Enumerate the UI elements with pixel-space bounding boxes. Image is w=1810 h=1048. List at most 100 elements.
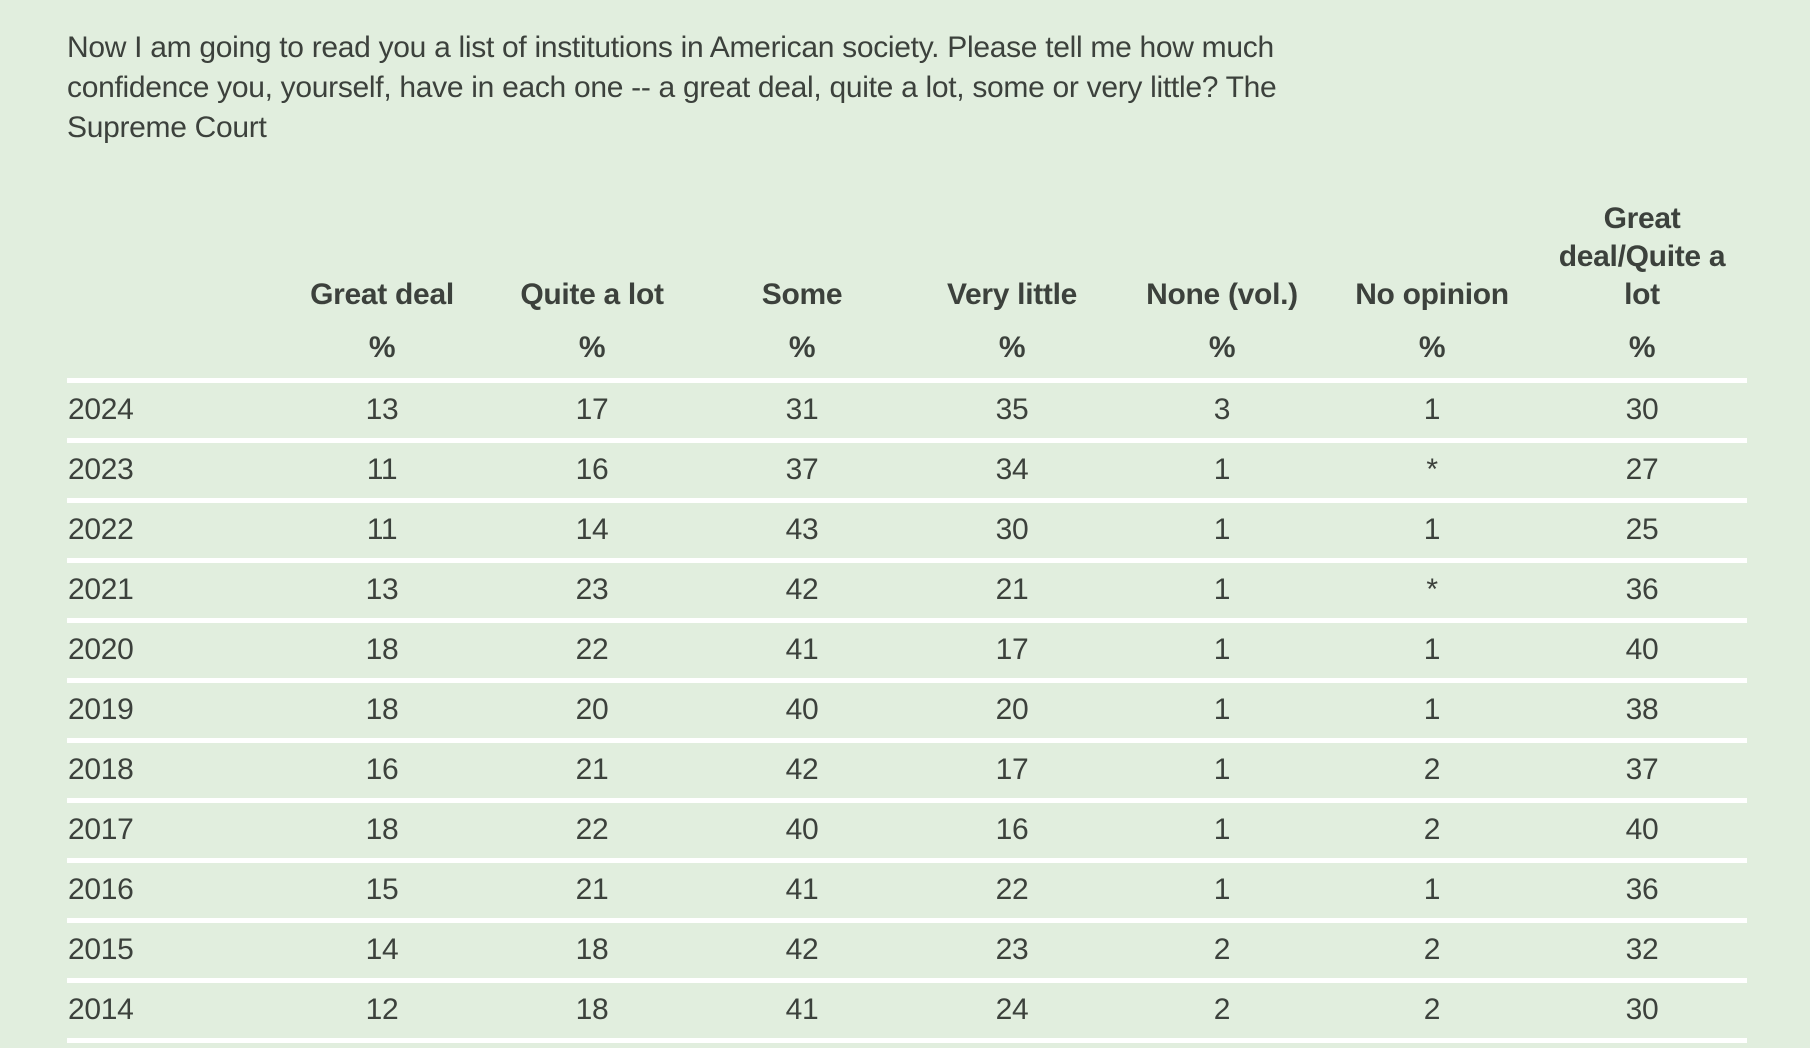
value-cell: 16 (487, 437, 697, 500)
year-cell: 2015 (67, 917, 277, 980)
column-header-2: Quite a lot (520, 278, 664, 311)
value-cell: 23 (907, 917, 1117, 980)
column-header-3: Some (761, 278, 843, 311)
percent-header-4: % (998, 330, 1026, 364)
value-cell: 2 (1327, 977, 1537, 1043)
unit-empty-cell (67, 314, 277, 380)
year-column-header (67, 200, 277, 314)
value-cell: 17 (907, 737, 1117, 800)
value-cell: 21 (907, 557, 1117, 620)
year-cell: 2018 (67, 737, 277, 800)
value-cell: 22 (487, 617, 697, 680)
value-cell: 22 (487, 797, 697, 860)
year-cell: 2020 (67, 617, 277, 680)
value-cell: 1 (1117, 437, 1327, 500)
value-cell: 16 (907, 797, 1117, 860)
year-cell: 2022 (67, 497, 277, 560)
value-cell: 21 (487, 857, 697, 920)
percent-header-2: % (578, 330, 606, 364)
table-row-2014: 2014 12 18 41 24 2 2 30 (67, 977, 1747, 1043)
value-cell: * (1327, 437, 1537, 500)
value-cell: 1 (1327, 857, 1537, 920)
value-cell: 2 (1117, 977, 1327, 1043)
table-row-2019: 2019 18 20 40 20 1 1 38 (67, 677, 1747, 740)
value-cell: 36 (1537, 557, 1747, 620)
value-cell: * (1327, 557, 1537, 620)
year-cell: 2021 (67, 557, 277, 620)
table-body: 2024 13 17 31 35 3 1 30 2023 11 16 37 34 1 * 27 2022 11 14… (67, 377, 1747, 1043)
value-cell: 40 (1537, 797, 1747, 860)
value-cell: 32 (1537, 917, 1747, 980)
value-cell: 20 (487, 677, 697, 740)
year-cell: 2024 (67, 377, 277, 440)
value-cell: 16 (277, 737, 487, 800)
value-cell: 11 (277, 437, 487, 500)
value-cell: 18 (487, 917, 697, 980)
percent-header-3: % (788, 330, 816, 364)
value-cell: 18 (277, 617, 487, 680)
value-cell: 36 (1537, 857, 1747, 920)
value-cell: 20 (907, 677, 1117, 740)
value-cell: 40 (697, 797, 907, 860)
column-header-1: Great deal (310, 278, 454, 311)
value-cell: 1 (1117, 677, 1327, 740)
value-cell: 1 (1327, 617, 1537, 680)
table-row-2024: 2024 13 17 31 35 3 1 30 (67, 377, 1747, 440)
value-cell: 40 (697, 677, 907, 740)
column-header-6: No opinion (1355, 278, 1509, 311)
table-row-2015: 2015 14 18 42 23 2 2 32 (67, 917, 1747, 980)
year-cell: 2023 (67, 437, 277, 500)
value-cell: 42 (697, 917, 907, 980)
value-cell: 2 (1327, 737, 1537, 800)
value-cell: 22 (907, 857, 1117, 920)
value-cell: 2 (1327, 797, 1537, 860)
value-cell: 1 (1117, 797, 1327, 860)
table-header: Great deal Quite a lot Some Very little None… (67, 200, 1747, 380)
value-cell: 18 (277, 797, 487, 860)
value-cell: 14 (277, 917, 487, 980)
year-cell: 2016 (67, 857, 277, 920)
percent-header-5: % (1208, 330, 1236, 364)
value-cell: 42 (697, 557, 907, 620)
value-cell: 24 (907, 977, 1117, 1043)
value-cell: 18 (277, 677, 487, 740)
table-row-2021: 2021 13 23 42 21 1 * 36 (67, 557, 1747, 620)
value-cell: 27 (1537, 437, 1747, 500)
value-cell: 30 (907, 497, 1117, 560)
column-header-row: Great deal Quite a lot Some Very little None… (67, 200, 1747, 314)
value-cell: 1 (1117, 557, 1327, 620)
value-cell: 17 (907, 617, 1117, 680)
table-row-2023: 2023 11 16 37 34 1 * 27 (67, 437, 1747, 500)
value-cell: 13 (277, 377, 487, 440)
year-cell: 2017 (67, 797, 277, 860)
value-cell: 40 (1537, 617, 1747, 680)
value-cell: 1 (1117, 617, 1327, 680)
value-cell: 1 (1327, 677, 1537, 740)
year-cell: 2019 (67, 677, 277, 740)
value-cell: 31 (697, 377, 907, 440)
value-cell: 1 (1117, 857, 1327, 920)
column-header-7: Great deal/Quite a lot (1558, 202, 1726, 311)
confidence-data-table: Great deal Quite a lot Some Very little None… (67, 200, 1747, 1043)
value-cell: 37 (1537, 737, 1747, 800)
value-cell: 41 (697, 977, 907, 1043)
value-cell: 25 (1537, 497, 1747, 560)
table-row-2016: 2016 15 21 41 22 1 1 36 (67, 857, 1747, 920)
value-cell: 2 (1117, 917, 1327, 980)
value-cell: 42 (697, 737, 907, 800)
value-cell: 23 (487, 557, 697, 620)
value-cell: 2 (1327, 917, 1537, 980)
value-cell: 30 (1537, 377, 1747, 440)
table-row-2020: 2020 18 22 41 17 1 1 40 (67, 617, 1747, 680)
value-cell: 15 (277, 857, 487, 920)
value-cell: 21 (487, 737, 697, 800)
value-cell: 41 (697, 857, 907, 920)
value-cell: 13 (277, 557, 487, 620)
percent-header-7: % (1628, 330, 1656, 364)
survey-question-text: Now I am going to read you a list of ins… (67, 31, 1277, 144)
value-cell: 35 (907, 377, 1117, 440)
value-cell: 12 (277, 977, 487, 1043)
column-header-5: None (vol.) (1146, 278, 1298, 311)
column-header-4: Very little (946, 278, 1078, 311)
